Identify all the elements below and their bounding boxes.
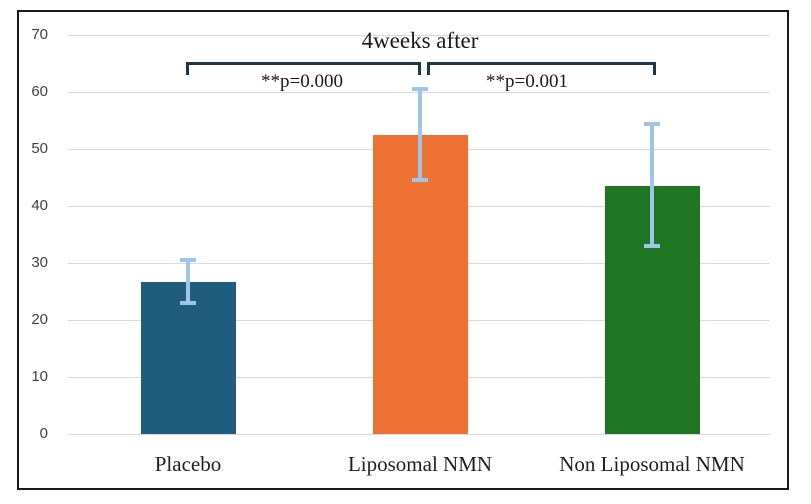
significance-bracket-2 — [427, 62, 656, 75]
y-tick-label-0: 0 — [39, 425, 48, 442]
significance-label-1: **p=0.000 — [261, 71, 343, 92]
significance-bracket-1 — [186, 62, 421, 75]
bar-placebo — [140, 282, 236, 434]
significance-label-2: **p=0.001 — [486, 71, 568, 92]
y-tick-label-30: 30 — [31, 254, 48, 271]
x-category-label-non-liposomal-nmn: Non Liposomal NMN — [559, 452, 745, 476]
error-cap-high-non-liposomal-nmn — [644, 122, 660, 127]
y-tick-label-70: 70 — [31, 26, 48, 43]
x-category-label-liposomal-nmn: Liposomal NMN — [347, 452, 493, 476]
y-tick-label-50: 50 — [31, 140, 48, 157]
error-bar-placebo — [186, 260, 190, 303]
error-cap-low-placebo — [180, 300, 196, 305]
y-tick-label-10: 10 — [31, 368, 48, 385]
y-tick-label-60: 60 — [31, 83, 48, 100]
error-bar-liposomal-nmn — [418, 89, 422, 181]
bar-liposomal-nmn — [372, 134, 468, 434]
chart-title: 4weeks after — [361, 28, 479, 53]
error-bar-non-liposomal-nmn — [650, 124, 654, 246]
y-tick-label-40: 40 — [31, 197, 48, 214]
gridline-0 — [68, 434, 770, 435]
gridline-70 — [68, 35, 770, 36]
error-cap-low-liposomal-nmn — [412, 178, 428, 183]
y-tick-label-20: 20 — [31, 311, 48, 328]
x-category-label-placebo: Placebo — [154, 452, 222, 476]
error-cap-high-liposomal-nmn — [412, 87, 428, 92]
error-cap-high-placebo — [180, 258, 196, 263]
error-cap-low-non-liposomal-nmn — [644, 243, 660, 248]
